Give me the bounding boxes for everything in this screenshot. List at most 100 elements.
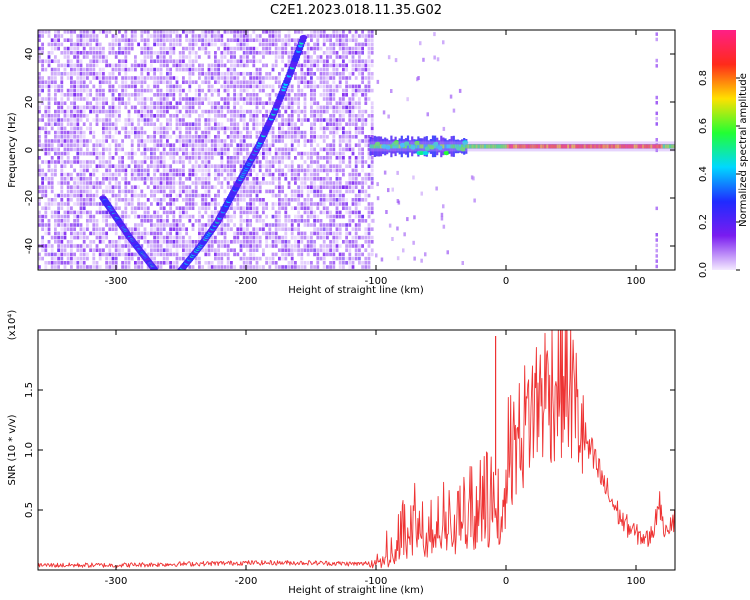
heatmap-cell: [89, 164, 92, 168]
heatmap-cell: [38, 34, 41, 38]
heatmap-cell: [367, 63, 371, 68]
heatmap-cell: [57, 210, 60, 215]
heatmap-cell: [70, 265, 73, 269]
heatmap-cell: [290, 130, 294, 135]
heatmap-cell: [655, 248, 658, 253]
heatmap-cell: [114, 105, 118, 110]
heatmap-cell: [322, 248, 326, 252]
heatmap-cell: [134, 189, 137, 194]
heatmap-cell: [230, 114, 233, 118]
heatmap-cell: [57, 105, 60, 110]
heatmap-cell: [332, 114, 336, 118]
heatmap-cell: [108, 185, 112, 189]
heatmap-cell: [143, 30, 147, 34]
heatmap-cell: [342, 93, 345, 97]
band-mark: [437, 145, 444, 150]
heatmap-cell: [265, 240, 268, 244]
heatmap-cell: [140, 164, 144, 168]
heatmap-cell: [159, 30, 163, 34]
heatmap-cell: [50, 126, 54, 131]
heatmap-cell: [159, 189, 163, 194]
heatmap-cell: [169, 72, 172, 76]
heatmap-cell: [57, 156, 60, 160]
heatmap-cell: [47, 206, 51, 210]
heatmap-cell: [306, 177, 310, 181]
heatmap-cell: [140, 97, 144, 101]
heatmap-cell: [207, 252, 211, 257]
heatmap-cell: [194, 59, 198, 63]
heatmap-cell: [268, 30, 272, 34]
heatmap-cell: [41, 248, 44, 252]
heatmap-cell: [310, 206, 313, 210]
heatmap-cell: [290, 126, 294, 131]
heatmap-cell: [361, 244, 364, 248]
heatmap-cell: [239, 135, 243, 139]
heatmap-cell: [105, 55, 108, 59]
heatmap-cell: [220, 231, 224, 236]
heatmap-cell: [326, 46, 329, 51]
heatmap-cell: [124, 189, 128, 194]
heatmap-cell: [47, 168, 51, 173]
heatmap-cell: [310, 59, 313, 63]
heatmap-cell: [124, 172, 128, 177]
heatmap-cell: [239, 160, 243, 164]
heatmap-cell: [268, 235, 272, 240]
heatmap-cell: [79, 72, 83, 76]
heatmap-cell: [178, 84, 182, 89]
heatmap-cell: [326, 156, 329, 160]
heatmap-cell: [98, 185, 102, 189]
heatmap-cell: [191, 109, 195, 114]
heatmap-cell: [345, 34, 348, 38]
heatmap-cell: [207, 109, 211, 114]
heatmap-cell: [329, 177, 332, 181]
heatmap-cell: [73, 126, 76, 131]
heatmap-cell: [322, 156, 326, 160]
heatmap-cell: [140, 126, 144, 131]
heatmap-cell: [329, 51, 332, 55]
heatmap-cell: [137, 265, 140, 269]
heatmap-cell: [82, 55, 86, 59]
heatmap-cell: [60, 252, 64, 257]
heatmap-cell: [354, 122, 358, 126]
heatmap-cell: [172, 143, 176, 147]
heatmap-cell: [156, 118, 160, 122]
heatmap-cell: [54, 122, 57, 126]
heatmap-cell: [137, 231, 140, 236]
heatmap-cell: [351, 202, 355, 206]
heatmap-cell: [121, 34, 124, 38]
heatmap-cell: [182, 214, 185, 219]
heatmap-cell: [172, 172, 176, 177]
heatmap-cell: [201, 139, 204, 143]
heatmap-cell: [63, 261, 67, 265]
heatmap-cell: [198, 46, 201, 51]
heatmap-cell: [354, 202, 358, 206]
heatmap-cell: [338, 185, 342, 189]
heatmap-cell: [207, 172, 211, 177]
heatmap-cell: [44, 177, 48, 181]
heatmap-cell: [194, 202, 198, 206]
heatmap-cell: [54, 80, 57, 84]
heatmap-cell: [322, 227, 326, 231]
heatmap-cell: [329, 164, 332, 168]
heatmap-cell: [159, 219, 163, 223]
heatmap-cell: [242, 97, 246, 101]
heatmap-cell: [191, 105, 195, 110]
heatmap-cell: [361, 126, 364, 131]
heatmap-cell: [166, 97, 169, 101]
heatmap-cell: [185, 227, 188, 231]
heatmap-cell: [242, 88, 246, 93]
heatmap-cell: [223, 214, 227, 219]
heatmap-cell: [191, 97, 195, 101]
heatmap-cell: [47, 63, 51, 68]
heatmap-cell: [153, 214, 156, 219]
heatmap-cell: [166, 223, 169, 227]
heatmap-cell: [287, 101, 291, 105]
heatmap-cell: [92, 130, 96, 135]
heatmap-cell: [127, 181, 131, 185]
heatmap-cell: [316, 193, 320, 198]
heatmap-cell: [236, 160, 240, 164]
heatmap-cell: [271, 51, 275, 55]
heatmap-cell: [92, 72, 96, 76]
heatmap-cell: [233, 164, 236, 168]
heatmap-cell: [57, 42, 60, 47]
